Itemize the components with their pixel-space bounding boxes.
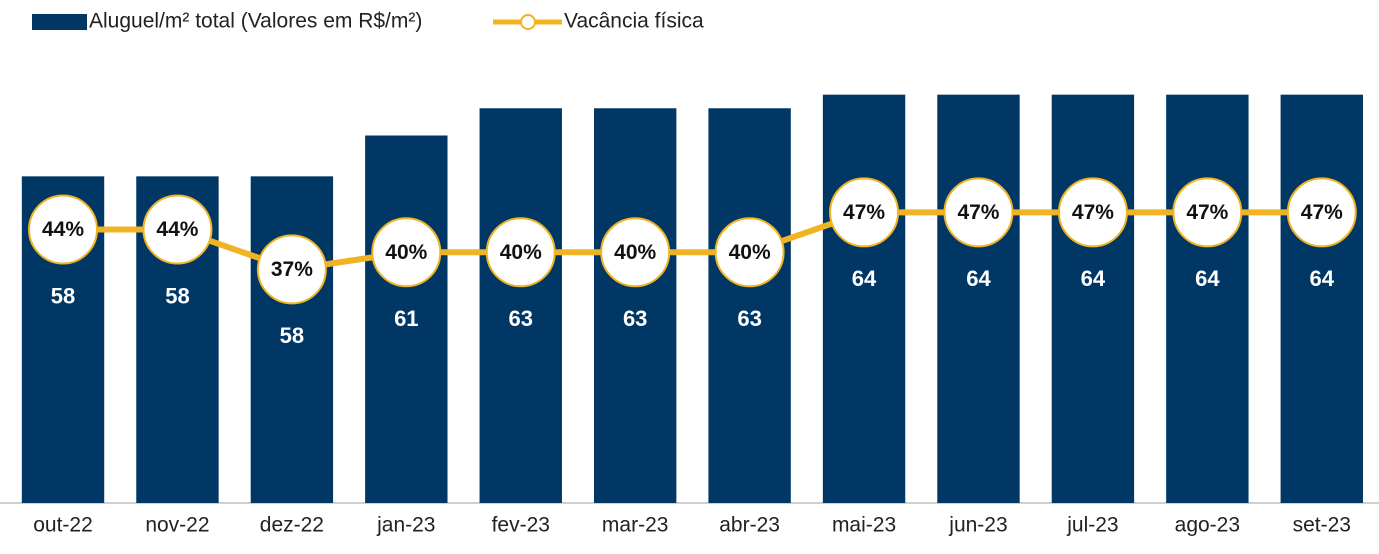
bar-value-label: 64: [966, 266, 991, 291]
bar: [1166, 94, 1249, 504]
line-marker: [1057, 177, 1128, 248]
legend-swatch: [520, 14, 536, 30]
bar: [1280, 94, 1363, 504]
bar: [593, 108, 677, 504]
bar: [937, 94, 1020, 504]
x-tick-label: out-22: [33, 514, 93, 537]
line-value-label: 47%: [1186, 201, 1228, 224]
x-tick-label: mai-23: [832, 514, 896, 537]
line-value-label: 47%: [957, 201, 999, 224]
legend-swatch: [32, 14, 87, 30]
line-marker: [1172, 177, 1243, 248]
x-tick-label: ago-23: [1175, 514, 1240, 537]
x-tick-label: mar-23: [602, 514, 669, 537]
line-marker: [371, 217, 442, 288]
line-marker: [600, 217, 671, 288]
line-value-label: 40%: [729, 241, 771, 264]
line-marker: [256, 234, 327, 305]
x-tick-label: jun-23: [948, 514, 1007, 537]
x-tick-label: jul-23: [1066, 514, 1118, 537]
line-marker: [142, 194, 213, 265]
bar-value-label: 58: [280, 323, 304, 348]
bar-value-label: 58: [51, 283, 75, 308]
bar: [1051, 94, 1135, 504]
line-marker: [485, 217, 556, 288]
x-tick-label: nov-22: [145, 514, 209, 537]
x-tick-label: fev-23: [492, 514, 550, 537]
legend-label: Vacância física: [564, 10, 704, 33]
bar-value-label: 61: [394, 306, 418, 331]
x-tick-label: dez-22: [260, 514, 324, 537]
bar-value-label: 64: [1195, 266, 1220, 291]
line-marker: [28, 194, 99, 265]
line-value-label: 40%: [500, 241, 542, 264]
line-marker: [829, 177, 900, 248]
line-marker: [714, 217, 785, 288]
line-value-label: 47%: [1072, 201, 1114, 224]
bar: [479, 108, 562, 504]
line-value-label: 40%: [385, 241, 427, 264]
bar-value-label: 58: [165, 283, 189, 308]
line-value-label: 44%: [156, 218, 198, 241]
legend-label: Aluguel/m² total (Valores em R$/m²): [89, 10, 422, 33]
line-value-label: 47%: [1301, 201, 1343, 224]
bar-value-label: 63: [623, 306, 647, 331]
bar: [708, 108, 791, 504]
bar-value-label: 63: [509, 306, 533, 331]
line-value-label: 40%: [614, 241, 656, 264]
bar-value-label: 64: [1310, 266, 1335, 291]
bar: [822, 94, 906, 504]
bar: [250, 176, 334, 504]
x-tick-label: abr-23: [719, 514, 780, 537]
line-marker: [943, 177, 1014, 248]
line-marker: [1286, 177, 1357, 248]
x-tick-label: set-23: [1293, 514, 1351, 537]
x-tick-label: jan-23: [376, 514, 435, 537]
bar-value-label: 63: [737, 306, 761, 331]
line-value-label: 44%: [42, 218, 84, 241]
line-value-label: 47%: [843, 201, 885, 224]
bar-value-label: 64: [1081, 266, 1106, 291]
bar-value-label: 64: [852, 266, 877, 291]
bar: [365, 135, 448, 503]
line-value-label: 37%: [271, 258, 313, 281]
